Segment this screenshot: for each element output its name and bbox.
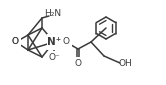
Text: O: O (11, 37, 18, 46)
Text: O⁻: O⁻ (48, 53, 60, 62)
Text: N⁺: N⁺ (47, 37, 61, 47)
Text: O: O (75, 59, 82, 69)
Text: OH: OH (118, 58, 132, 67)
Text: O: O (11, 37, 18, 46)
Text: H₂N: H₂N (44, 10, 62, 19)
Text: O: O (63, 36, 70, 45)
Text: O: O (11, 37, 18, 46)
Text: O: O (63, 36, 70, 45)
Text: O: O (75, 59, 82, 69)
Text: N: N (50, 37, 58, 47)
Text: O: O (50, 53, 57, 62)
